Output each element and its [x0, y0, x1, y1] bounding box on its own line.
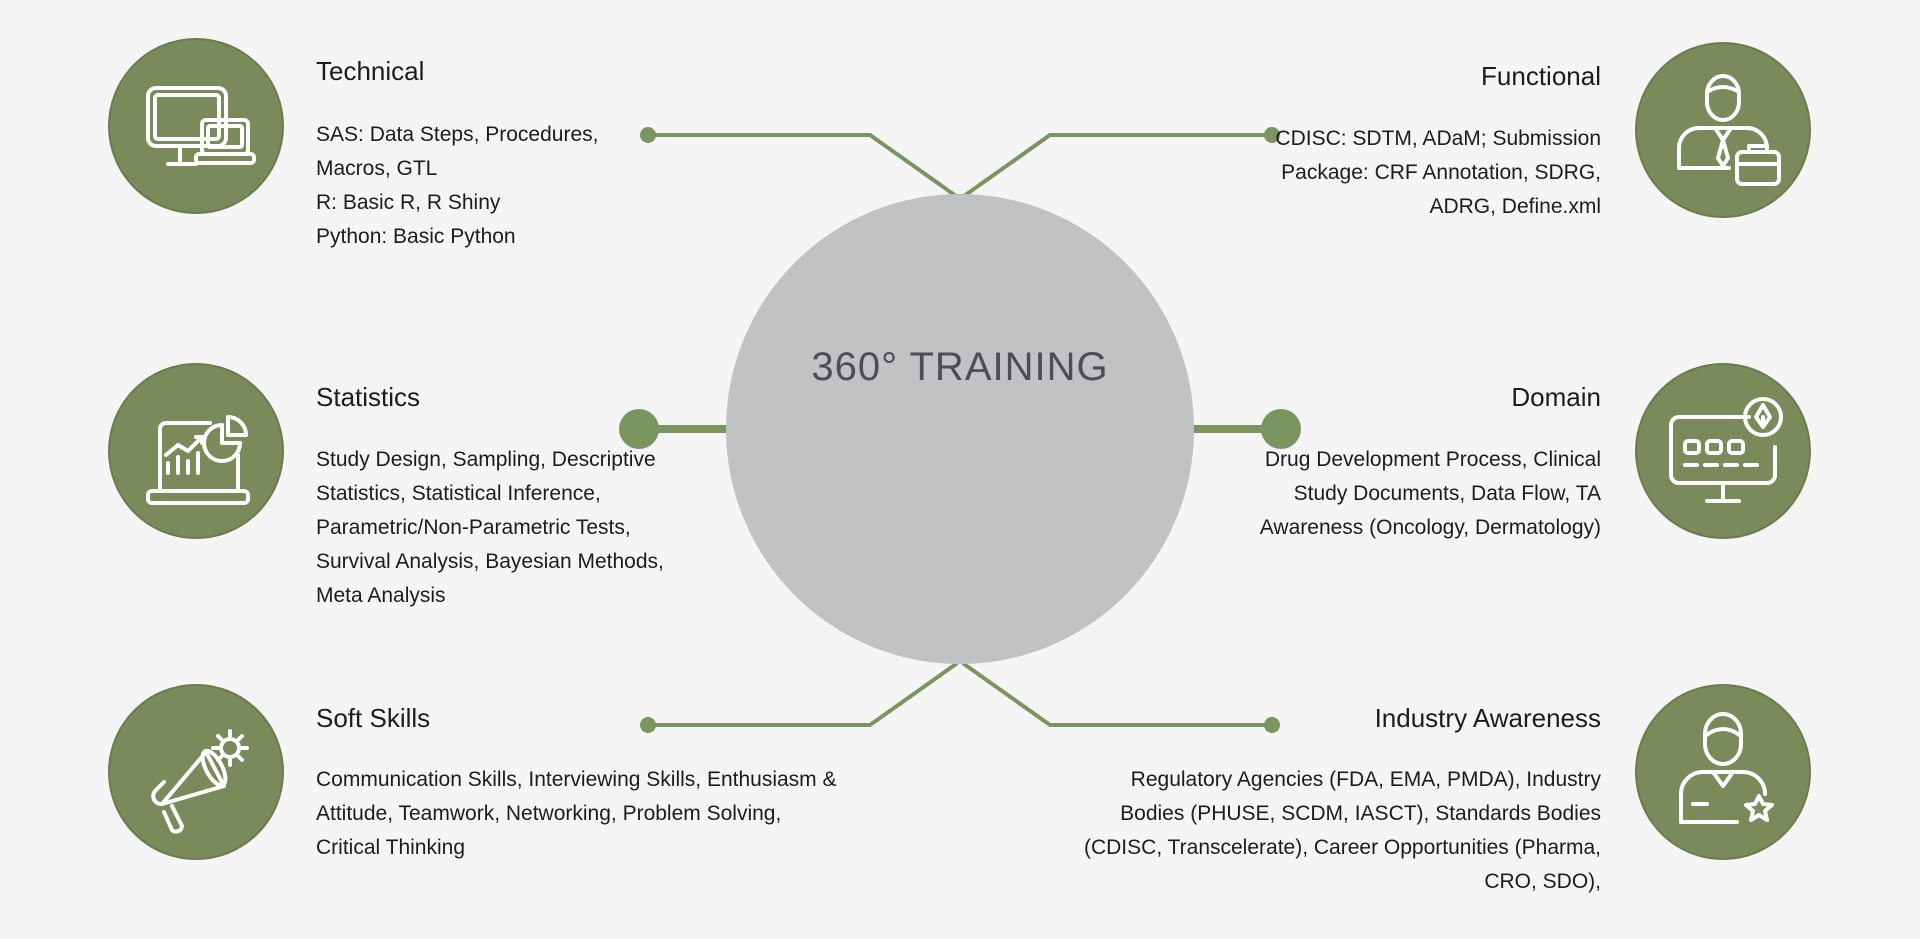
- statistics-text: Study Design, Sampling, Descriptive Stat…: [316, 443, 664, 613]
- text-line: Awareness (Oncology, Dermatology): [1259, 516, 1601, 539]
- text-line: Survival Analysis, Bayesian Methods,: [316, 550, 664, 573]
- connector-dot-industry: [1264, 717, 1280, 733]
- businessman-briefcase-icon: [1677, 74, 1781, 186]
- text-line: Parametric/Non-Parametric Tests,: [316, 516, 631, 539]
- text-line: Package: CRF Annotation, SDRG,: [1281, 161, 1601, 184]
- industry-heading: Industry Awareness: [1374, 703, 1601, 733]
- domain-icon-circle: [1635, 363, 1811, 539]
- connector-technical: [646, 133, 958, 198]
- connector-industry: [962, 662, 1274, 727]
- functional-text: CDISC: SDTM, ADaM; Submission Package: C…: [1275, 122, 1601, 224]
- text-line: Critical Thinking: [316, 836, 465, 859]
- functional-icon-circle: [1635, 42, 1811, 218]
- text-line: Study Design, Sampling, Descriptive: [316, 448, 656, 471]
- text-line: Bodies (PHUSE, SCDM, IASCT), Standards B…: [1120, 802, 1601, 825]
- text-line: Communication Skills, Interviewing Skill…: [316, 768, 837, 791]
- technical-text: SAS: Data Steps, Procedures, Macros, GTL…: [316, 118, 598, 254]
- text-line: SAS: Data Steps, Procedures,: [316, 123, 599, 146]
- text-line: CDISC: SDTM, ADaM; Submission: [1275, 127, 1601, 150]
- text-line: Drug Development Process, Clinical: [1264, 448, 1601, 471]
- connector-soft-skills: [646, 662, 958, 727]
- soft-skills-icon-circle: [108, 684, 284, 860]
- hub-title: 360° TRAINING: [811, 345, 1109, 389]
- hub-circle: [726, 194, 1194, 664]
- text-line: ADRG, Define.xml: [1429, 195, 1601, 218]
- text-line: Python: Basic Python: [316, 225, 516, 248]
- text-line: CRO, SDO),: [1484, 870, 1601, 893]
- connector-dot-domain: [1261, 409, 1301, 449]
- statistics-heading: Statistics: [316, 382, 421, 412]
- megaphone-gear-icon: [151, 729, 249, 834]
- industry-text: Regulatory Agencies (FDA, EMA, PMDA), In…: [1084, 763, 1601, 899]
- industry-icon-circle: [1635, 684, 1811, 860]
- laptop-chart-icon: [146, 415, 250, 505]
- soft-skills-heading: Soft Skills: [316, 703, 431, 733]
- text-line: Attitude, Teamwork, Networking, Problem …: [316, 802, 782, 825]
- connector-functional: [962, 133, 1274, 198]
- connector-dot-soft-skills: [640, 717, 656, 733]
- domain-heading: Domain: [1511, 382, 1601, 412]
- connector-dot-functional: [1264, 127, 1280, 143]
- text-line: (CDISC, Transcelerate), Career Opportuni…: [1083, 836, 1601, 859]
- domain-text: Drug Development Process, Clinical Study…: [1260, 443, 1601, 545]
- text-line: Regulatory Agencies (FDA, EMA, PMDA), In…: [1130, 768, 1601, 791]
- text-line: Study Documents, Data Flow, TA: [1293, 482, 1601, 505]
- connector-dot-technical: [640, 127, 656, 143]
- technical-heading: Technical: [316, 56, 425, 86]
- text-line: Statistics, Statistical Inference,: [316, 482, 601, 505]
- statistics-icon-circle: [108, 363, 284, 539]
- functional-heading: Functional: [1481, 61, 1601, 91]
- text-line: Meta Analysis: [316, 584, 446, 607]
- technical-icon-circle: [108, 38, 284, 214]
- monitor-pen-icon: [1669, 397, 1783, 503]
- soft-skills-text: Communication Skills, Interviewing Skill…: [316, 763, 837, 865]
- computer-laptop-icon: [146, 86, 256, 166]
- text-line: Macros, GTL: [316, 157, 438, 180]
- text-line: R: Basic R, R Shiny: [316, 191, 501, 214]
- person-star-icon: [1679, 712, 1774, 824]
- connector-dot-statistics: [619, 409, 659, 449]
